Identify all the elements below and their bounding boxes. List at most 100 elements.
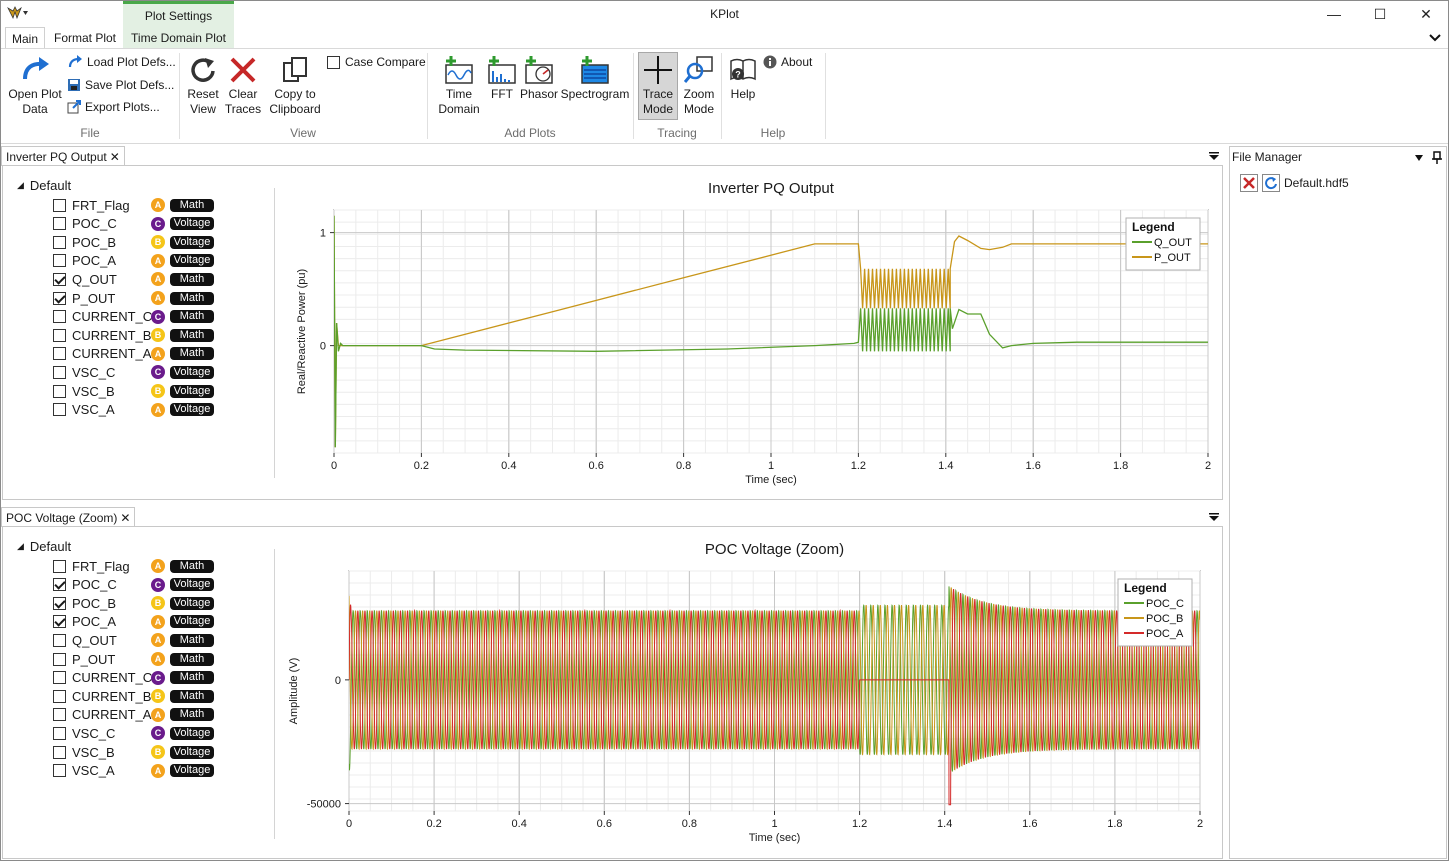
signal-row[interactable]: POC_C C Voltage	[53, 576, 214, 594]
signal-checkbox[interactable]	[53, 633, 66, 647]
signal-row[interactable]: CURRENT_C C Math	[53, 669, 214, 687]
zoom-magnifier-icon	[684, 56, 713, 83]
file-item[interactable]: Default.hdf5	[1240, 174, 1349, 192]
signal-row[interactable]: VSC_A A Voltage	[53, 762, 214, 780]
signal-checkbox[interactable]	[53, 596, 66, 610]
reset-view-button[interactable]: Reset View	[185, 55, 221, 117]
signal-row[interactable]: VSC_C C Voltage	[53, 363, 214, 381]
signal-checkbox[interactable]	[53, 254, 66, 268]
pane-menu-dropdown-icon[interactable]	[1208, 512, 1220, 522]
signal-checkbox[interactable]	[53, 708, 66, 722]
clear-traces-button[interactable]: Clear Traces	[223, 55, 263, 117]
signal-checkbox[interactable]	[53, 291, 66, 305]
minimize-button[interactable]: —	[1327, 6, 1341, 22]
signal-row[interactable]: POC_B B Voltage	[53, 233, 214, 251]
signal-checkbox[interactable]	[53, 615, 66, 629]
add-time-domain-button[interactable]: Time Domain	[435, 55, 483, 117]
signal-checkbox[interactable]	[53, 235, 66, 249]
add-fft-button[interactable]: FFT	[485, 55, 519, 102]
case-compare-checkbox[interactable]: Case Compare	[327, 53, 426, 71]
signal-type-badge: Math	[170, 198, 214, 212]
signal-row[interactable]: CURRENT_A A Math	[53, 706, 214, 724]
pane-inverter-pq: ◢ Default FRT_Flag A Math POC_C C Voltage POC_B…	[2, 165, 1223, 500]
chart-inverter-pq[interactable]: Inverter PQ Output 0 0.2 0.4 0.6 0.8 1 1.2 1.4 1.…	[281, 180, 1221, 498]
signal-row[interactable]: Q_OUT A Math	[53, 631, 214, 649]
signal-row[interactable]: CURRENT_A A Math	[53, 345, 214, 363]
signal-checkbox[interactable]	[53, 559, 66, 573]
x-tick-label: 1.6	[1022, 818, 1037, 830]
add-phasor-button[interactable]: Phasor	[519, 55, 559, 102]
signal-row[interactable]: CURRENT_B B Math	[53, 326, 214, 344]
copy-to-clipboard-button[interactable]: Copy to Clipboard	[265, 55, 325, 117]
signal-row[interactable]: VSC_A A Voltage	[53, 401, 214, 419]
signal-row[interactable]: VSC_B B Voltage	[53, 743, 214, 761]
signal-checkbox[interactable]	[53, 403, 66, 417]
signal-row[interactable]: P_OUT A Math	[53, 650, 214, 668]
close-tab-icon[interactable]: ✕	[109, 150, 120, 164]
help-button[interactable]: ? Help	[725, 55, 761, 102]
export-plots-button[interactable]: Export Plots...	[67, 98, 160, 116]
pane-menu-dropdown-icon[interactable]	[1208, 151, 1220, 161]
ribbon-collapse-chevron-icon[interactable]	[1428, 31, 1442, 45]
signal-checkbox[interactable]	[53, 745, 66, 759]
tab-format-plot[interactable]: Format Plot	[53, 31, 116, 45]
file-manager-dropdown-icon[interactable]	[1414, 154, 1424, 162]
load-plot-defs-button[interactable]: Load Plot Defs...	[67, 53, 176, 71]
signal-checkbox[interactable]	[53, 726, 66, 740]
signal-row[interactable]: CURRENT_B B Math	[53, 687, 214, 705]
signal-row[interactable]: POC_A A Voltage	[53, 613, 214, 631]
signal-checkbox[interactable]	[53, 578, 66, 592]
signal-row[interactable]: Q_OUT A Math	[53, 270, 214, 288]
signal-row[interactable]: POC_B B Voltage	[53, 594, 214, 612]
pin-icon[interactable]	[1431, 151, 1443, 165]
signal-name: VSC_A	[72, 402, 115, 418]
signal-checkbox[interactable]	[53, 347, 66, 361]
signal-row[interactable]: FRT_Flag A Math	[53, 557, 214, 575]
case-compare-box[interactable]	[327, 55, 340, 69]
open-plot-data-button[interactable]: Open Plot Data	[5, 55, 65, 117]
signal-row[interactable]: POC_C C Voltage	[53, 215, 214, 233]
signal-checkbox[interactable]	[53, 365, 66, 379]
signal-checkbox[interactable]	[53, 198, 66, 212]
trace-mode-button[interactable]: Trace Mode	[638, 52, 678, 120]
tree-expand-triangle-icon[interactable]: ◢	[17, 180, 24, 190]
signal-checkbox[interactable]	[53, 764, 66, 778]
signal-row[interactable]: POC_A A Voltage	[53, 252, 214, 270]
phase-badge: B	[151, 328, 165, 343]
signal-row[interactable]: P_OUT A Math	[53, 289, 214, 307]
signal-row[interactable]: CURRENT_C C Math	[53, 308, 214, 326]
signal-checkbox[interactable]	[53, 328, 66, 342]
about-button[interactable]: About	[763, 53, 812, 71]
x-tick-label: 0.8	[676, 460, 691, 472]
signal-checkbox[interactable]	[53, 689, 66, 703]
tab-main[interactable]: Main	[5, 27, 45, 49]
app-logo-icon[interactable]	[7, 6, 29, 20]
signal-type-badge: Voltage	[170, 726, 214, 740]
tab-poc-voltage-zoom[interactable]: POC Voltage (Zoom) ✕	[1, 507, 136, 527]
zoom-mode-button[interactable]: Zoom Mode	[680, 55, 718, 117]
tree-expand-triangle-icon[interactable]: ◢	[17, 541, 24, 551]
signal-row[interactable]: FRT_Flag A Math	[53, 196, 214, 214]
signal-checkbox[interactable]	[53, 671, 66, 685]
signal-checkbox[interactable]	[53, 384, 66, 398]
save-plot-defs-button[interactable]: Save Plot Defs...	[67, 76, 174, 94]
signal-row[interactable]: VSC_C C Voltage	[53, 724, 214, 742]
legend-entry: POC_C	[1146, 598, 1184, 610]
maximize-button[interactable]: ☐	[1373, 5, 1387, 22]
close-tab-icon[interactable]: ✕	[120, 511, 131, 525]
signal-checkbox[interactable]	[53, 310, 66, 324]
tree-root-default[interactable]: ◢ Default	[17, 539, 71, 554]
tab-time-domain-plot[interactable]: Time Domain Plot	[123, 27, 234, 49]
signal-checkbox[interactable]	[53, 272, 66, 286]
remove-file-icon[interactable]	[1240, 174, 1258, 192]
signal-checkbox[interactable]	[53, 652, 66, 666]
signal-checkbox[interactable]	[53, 217, 66, 231]
close-button[interactable]: ✕	[1420, 5, 1432, 22]
signal-row[interactable]: VSC_B B Voltage	[53, 382, 214, 400]
chart-poc-voltage[interactable]: POC Voltage (Zoom) 0 0.2 0.4 0.6 0.8 1 1.2 1.4 1.…	[281, 541, 1221, 857]
tab-inverter-pq-output[interactable]: Inverter PQ Output ✕	[1, 146, 125, 166]
add-spectrogram-button[interactable]: Spectrogram	[559, 55, 631, 102]
reload-file-icon[interactable]	[1262, 174, 1280, 192]
tree-root-default[interactable]: ◢ Default	[17, 178, 71, 193]
tab-inverter-pq-output-label: Inverter PQ Output	[6, 150, 107, 164]
